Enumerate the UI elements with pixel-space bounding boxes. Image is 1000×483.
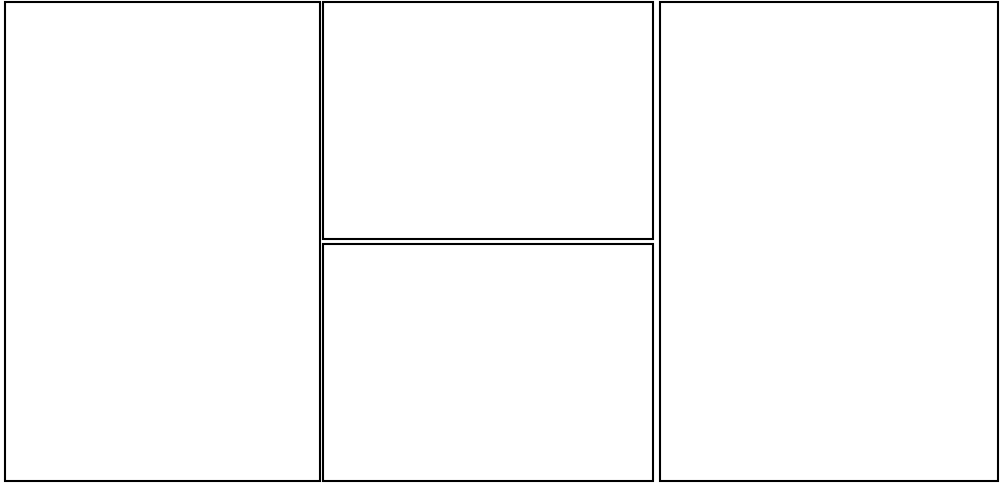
- Text: C: C: [349, 254, 363, 271]
- Text: B: B: [349, 12, 363, 30]
- Text: A: A: [21, 17, 35, 35]
- Text: D: D: [677, 17, 692, 35]
